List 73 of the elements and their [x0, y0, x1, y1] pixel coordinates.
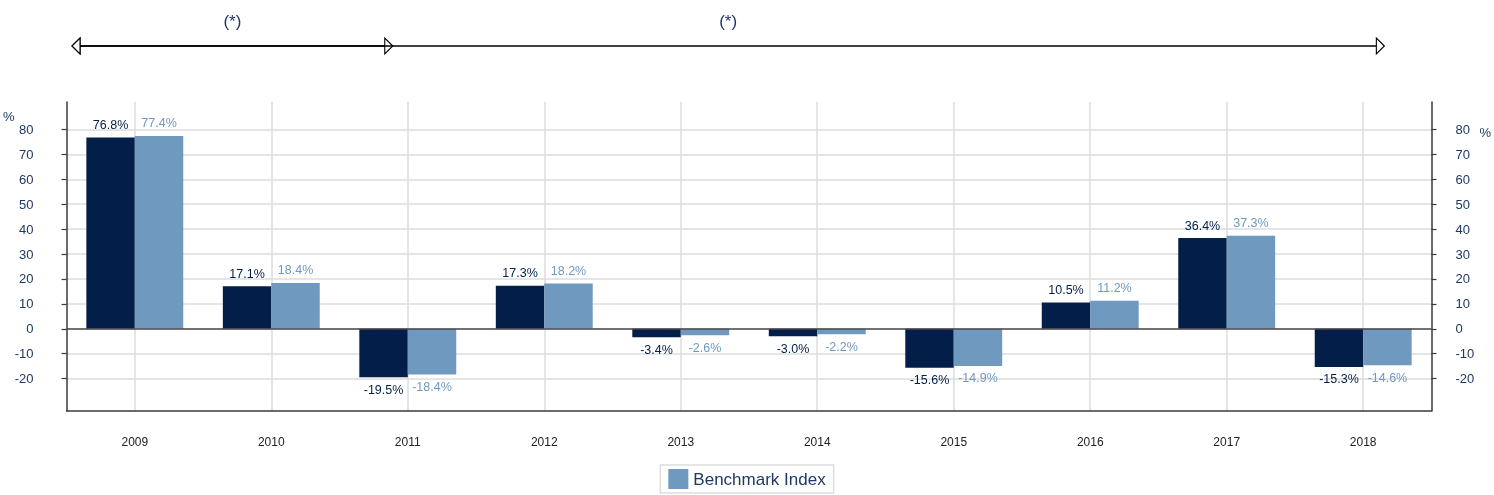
data-label: 10.5%: [1048, 283, 1084, 298]
bar: [1314, 328, 1364, 367]
data-label: -19.5%: [363, 382, 404, 397]
bar: [495, 285, 545, 329]
data-label: 37.3%: [1233, 216, 1269, 231]
y2-tick-label: 20: [1455, 271, 1470, 287]
x-tick-label: 2016: [1076, 435, 1104, 449]
y-tick-label: -20: [14, 371, 34, 387]
y2-tick-label: 30: [1455, 246, 1470, 262]
data-label: 18.2%: [550, 263, 587, 278]
y2-tick-label: 80: [1455, 121, 1470, 137]
bar: [1363, 328, 1412, 366]
y2-tick-label: 0: [1455, 321, 1463, 337]
y-tick-label: 20: [19, 271, 34, 287]
y2-tick-label: 50: [1455, 196, 1470, 212]
y2-tick-label: 10: [1455, 296, 1470, 312]
bar: [271, 282, 320, 329]
data-label: -15.3%: [1319, 372, 1359, 387]
bar: [1041, 302, 1091, 329]
y2-tick-label: 70: [1455, 146, 1470, 162]
x-tick-label: 2010: [257, 435, 285, 449]
bar: [1226, 235, 1276, 329]
y2-tick-label: -20: [1455, 371, 1475, 387]
data-label: 17.1%: [229, 266, 265, 281]
data-label: -14.9%: [958, 371, 998, 386]
x-tick-label: 2012: [530, 435, 558, 449]
bar: [222, 286, 272, 329]
text: (*): [719, 12, 738, 32]
x-tick-label: 2015: [940, 435, 968, 449]
y-tick-label: 60: [19, 171, 34, 187]
data-label: -14.6%: [1367, 370, 1408, 385]
x-tick-label: 2017: [1213, 435, 1241, 449]
data-label: 18.4%: [277, 263, 314, 278]
data-label: -3.4%: [640, 342, 673, 357]
data-label: -3.0%: [776, 341, 810, 356]
y2-tick-label: -10: [1455, 346, 1475, 362]
data-label: -2.2%: [825, 339, 858, 354]
data-label: -2.6%: [688, 340, 722, 355]
y-tick-label: 10: [19, 296, 34, 312]
y2-axis-title: %: [1479, 124, 1492, 140]
data-label: 77.4%: [141, 116, 177, 131]
data-label: -15.6%: [909, 373, 950, 388]
data-label: 17.3%: [502, 266, 538, 281]
y-tick-label: 50: [19, 196, 34, 212]
y2-tick-label: 40: [1455, 221, 1470, 237]
bar: [134, 135, 184, 329]
y-tick-label: 70: [19, 146, 34, 162]
text: (*): [223, 12, 242, 32]
y-tick-label: 80: [19, 121, 34, 137]
bar: [359, 328, 408, 378]
x-tick-label: 2009: [121, 435, 149, 449]
data-label: 76.8%: [92, 117, 129, 132]
y-axis-title: %: [3, 109, 15, 125]
bar: [544, 283, 593, 329]
bar: [1178, 238, 1227, 329]
y2-tick-label: 60: [1455, 171, 1470, 187]
bar: [953, 328, 1003, 366]
y-tick-label: 40: [19, 221, 34, 237]
bar: [1090, 300, 1139, 329]
x-tick-label: 2013: [667, 435, 695, 449]
data-label: 11.2%: [1097, 281, 1132, 296]
bar: [86, 137, 135, 329]
data-label: 36.4%: [1184, 218, 1221, 233]
y-tick-label: 30: [19, 246, 34, 262]
x-tick-label: 2014: [803, 435, 831, 449]
bar: [905, 328, 954, 368]
bar: [407, 328, 457, 375]
data-label: -18.4%: [412, 380, 452, 395]
x-tick-label: 2018: [1349, 435, 1377, 449]
legend-label: Benchmark Index: [693, 469, 827, 489]
y-tick-label: -10: [14, 346, 34, 362]
x-tick-label: 2011: [394, 435, 421, 449]
y-tick-label: 0: [26, 321, 34, 337]
